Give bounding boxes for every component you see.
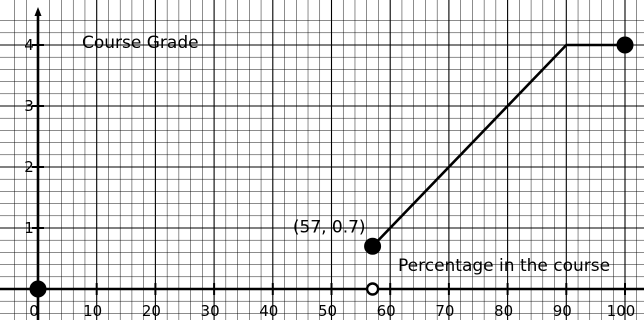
filled-point: [616, 36, 634, 54]
x-tick-label: 30: [201, 302, 220, 320]
x-tick-label: 0: [29, 302, 39, 320]
points: [29, 36, 634, 298]
x-tick-label: 10: [83, 302, 102, 320]
y-axis-arrow: [34, 7, 42, 16]
y-tick-label: 2: [24, 158, 34, 176]
x-tick-label: 90: [553, 302, 572, 320]
x-tick-label: 80: [494, 302, 513, 320]
tick-labels: 0 10 20 30 40 50 60 70 80 90 100 1 2 3 4: [24, 36, 635, 320]
series-line: [371, 43, 625, 248]
x-tick-label: 20: [142, 302, 161, 320]
x-axis-title: Percentage in the course: [398, 256, 610, 276]
point-annotation: (57, 0.7): [293, 217, 366, 237]
x-tick-label: 70: [435, 302, 454, 320]
x-tick-label: 100: [607, 302, 636, 320]
y-tick-label: 4: [24, 36, 34, 54]
x-tick-label: 40: [259, 302, 278, 320]
x-tick-label: 50: [318, 302, 337, 320]
y-tick-label: 3: [24, 97, 34, 115]
filled-point: [364, 237, 382, 255]
y-axis-title: Course Grade: [82, 33, 199, 53]
series: [371, 43, 625, 248]
labels: Course Grade Percentage in the course (57,…: [82, 33, 610, 276]
axes: [0, 7, 644, 320]
x-tick-label: 60: [377, 302, 396, 320]
filled-point: [29, 280, 47, 298]
open-point: [365, 282, 380, 296]
y-tick-label: 1: [24, 219, 34, 237]
